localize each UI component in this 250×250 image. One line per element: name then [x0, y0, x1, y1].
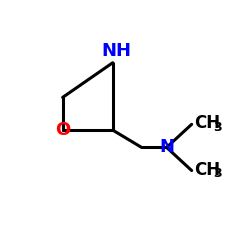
Text: 3: 3 — [213, 167, 222, 180]
Text: NH: NH — [102, 42, 132, 60]
Text: 3: 3 — [213, 121, 222, 134]
Text: N: N — [159, 138, 174, 156]
Text: CH: CH — [194, 114, 221, 132]
Text: CH: CH — [194, 160, 221, 178]
Text: O: O — [55, 121, 70, 139]
